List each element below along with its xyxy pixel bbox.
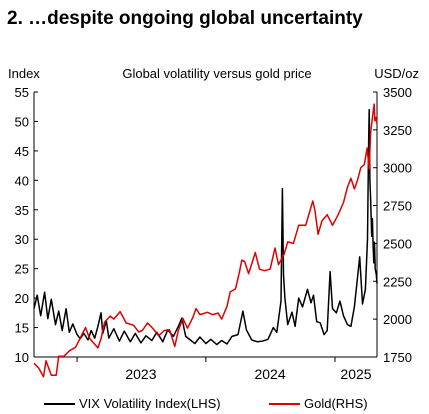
left-tick-label: 50 <box>15 114 29 129</box>
x-year-label: 2025 <box>340 366 371 382</box>
left-tick-label: 10 <box>15 350 29 365</box>
x-year-label: 2023 <box>125 366 156 382</box>
right-tick-label: 2000 <box>383 312 412 327</box>
left-tick-label: 55 <box>15 85 29 100</box>
right-tick-label: 1750 <box>383 350 412 365</box>
series-line-gold <box>33 103 378 378</box>
left-tick-label: 15 <box>15 321 29 336</box>
left-tick-label: 40 <box>15 173 29 188</box>
left-tick-label: 45 <box>15 144 29 159</box>
right-tick-label: 3250 <box>383 123 412 138</box>
right-tick-label: 2750 <box>383 199 412 214</box>
legend: VIX Volatility Index(LHS) Gold(RHS) <box>44 396 368 411</box>
page-heading: 2. …despite ongoing global uncertainty <box>7 8 363 29</box>
right-tick-label: 3000 <box>383 161 412 176</box>
right-tick-label: 2250 <box>383 274 412 289</box>
right-axis-label: USD/oz <box>374 66 419 81</box>
left-tick-label: 30 <box>15 232 29 247</box>
left-tick-label: 35 <box>15 203 29 218</box>
chart-title: Global volatility versus gold price <box>122 66 311 81</box>
x-year-label: 2024 <box>254 366 285 382</box>
left-axis-label: Index <box>8 66 40 81</box>
series-line-vix <box>33 108 378 346</box>
legend-label-vix: VIX Volatility Index(LHS) <box>79 396 221 411</box>
legend-label-gold: Gold(RHS) <box>304 396 368 411</box>
left-tick-label: 20 <box>15 291 29 306</box>
right-tick-label: 3500 <box>383 85 412 100</box>
right-tick-label: 2500 <box>383 236 412 251</box>
left-tick-label: 25 <box>15 262 29 277</box>
